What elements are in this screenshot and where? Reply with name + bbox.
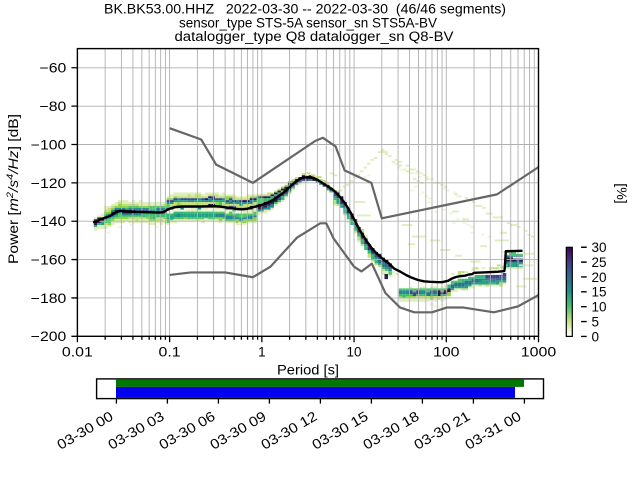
svg-text:0: 0 bbox=[592, 329, 600, 344]
svg-text:20: 20 bbox=[592, 270, 607, 285]
svg-text:10: 10 bbox=[592, 300, 607, 315]
svg-text:30: 30 bbox=[592, 240, 607, 255]
svg-text:−60: −60 bbox=[40, 61, 67, 76]
svg-text:0.01: 0.01 bbox=[62, 345, 93, 360]
svg-text:BK.BK53.00.HHZ 2022-03-30 --: BK.BK53.00.HHZ 2022-03-30 -- 2022-03-30 … bbox=[104, 1, 506, 16]
svg-text:Power [m2/s4/Hz] [dB]: Power [m2/s4/Hz] [dB] bbox=[5, 114, 21, 264]
svg-text:Period [s]: Period [s] bbox=[277, 363, 339, 378]
svg-text:15: 15 bbox=[592, 285, 607, 300]
svg-text:sensor_type STS-5A sensor_sn S: sensor_type STS-5A sensor_sn STS5A-BV bbox=[179, 16, 437, 31]
svg-text:100: 100 bbox=[433, 345, 460, 360]
svg-text:[%]: [%] bbox=[614, 183, 629, 204]
svg-text:−180: −180 bbox=[31, 291, 67, 306]
svg-text:−100: −100 bbox=[31, 137, 67, 152]
svg-text:1000: 1000 bbox=[521, 345, 556, 360]
svg-text:−80: −80 bbox=[40, 99, 67, 114]
svg-text:5: 5 bbox=[592, 314, 600, 329]
svg-text:10: 10 bbox=[347, 345, 362, 360]
svg-text:−160: −160 bbox=[31, 252, 67, 267]
svg-text:−140: −140 bbox=[31, 214, 67, 229]
svg-text:−200: −200 bbox=[31, 329, 67, 344]
svg-text:25: 25 bbox=[592, 255, 607, 270]
svg-text:1: 1 bbox=[258, 345, 266, 360]
svg-text:datalogger_type Q8 datalogger_: datalogger_type Q8 datalogger_sn Q8-BV bbox=[175, 29, 454, 44]
svg-text:−120: −120 bbox=[31, 176, 67, 191]
svg-text:0.1: 0.1 bbox=[159, 345, 181, 360]
